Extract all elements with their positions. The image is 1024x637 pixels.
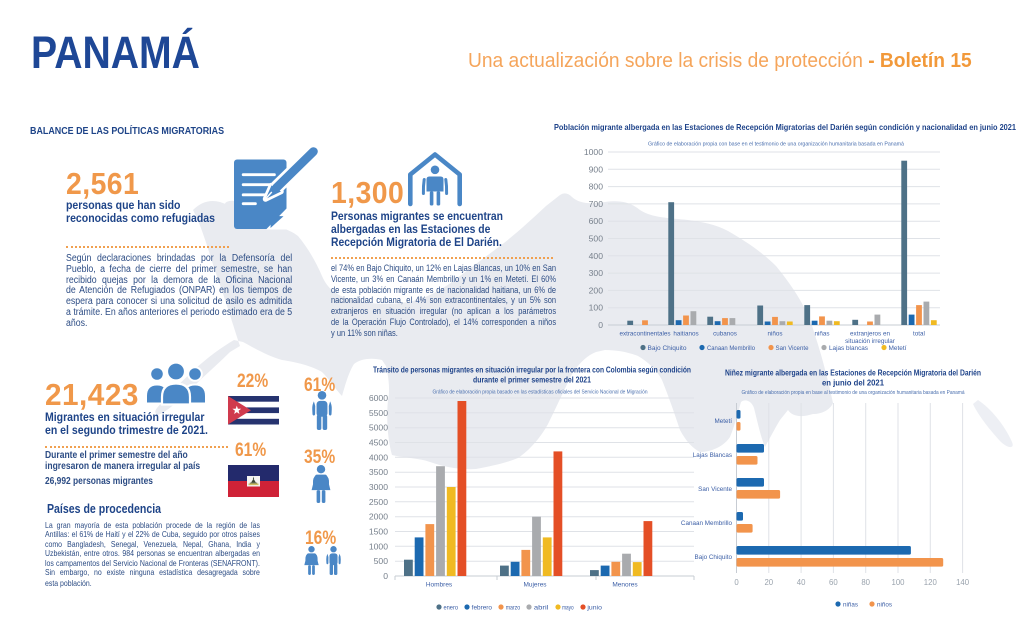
svg-text:2500: 2500	[369, 497, 388, 507]
svg-text:40: 40	[797, 578, 806, 587]
svg-text:Población migrante albergada e: Población migrante albergada en las Esta…	[554, 123, 1016, 132]
svg-text:Lajas Blancas: Lajas Blancas	[693, 452, 732, 459]
svg-text:situación irregular: situación irregular	[845, 338, 895, 345]
svg-text:200: 200	[589, 285, 604, 295]
svg-text:4000: 4000	[369, 452, 388, 462]
svg-text:6000: 6000	[369, 393, 388, 403]
svg-text:3000: 3000	[369, 482, 388, 492]
svg-text:1500: 1500	[369, 526, 388, 536]
svg-text:Mujeres: Mujeres	[523, 582, 547, 589]
svg-text:Gráfico de elaboración propia: Gráfico de elaboración propia con base e…	[648, 142, 904, 148]
svg-text:Canaan Membrillo: Canaan Membrillo	[707, 345, 755, 352]
svg-text:en junio del 2021: en junio del 2021	[822, 379, 884, 388]
svg-text:Menores: Menores	[612, 582, 638, 589]
svg-text:500: 500	[589, 234, 604, 244]
svg-text:80: 80	[861, 578, 870, 587]
svg-text:140: 140	[956, 578, 970, 587]
svg-text:900: 900	[589, 164, 604, 174]
svg-text:extracontinentales: extracontinentales	[619, 331, 670, 338]
svg-text:cubanos: cubanos	[713, 331, 737, 338]
svg-text:100: 100	[891, 578, 905, 587]
svg-text:20: 20	[764, 578, 773, 587]
svg-text:5000: 5000	[369, 423, 388, 433]
svg-text:total: total	[913, 331, 925, 338]
svg-text:Bajo Chiquito: Bajo Chiquito	[648, 345, 688, 352]
svg-text:Niñez migrante albergada en la: Niñez migrante albergada en las Estacion…	[725, 369, 981, 378]
svg-text:haitianos: haitianos	[673, 331, 698, 338]
svg-text:niñas: niñas	[814, 331, 829, 338]
svg-text:Lajas blancas: Lajas blancas	[829, 345, 868, 352]
svg-text:1000: 1000	[369, 541, 388, 551]
svg-text:niñas: niñas	[843, 602, 858, 609]
svg-text:700: 700	[589, 199, 604, 209]
svg-text:niños: niños	[877, 602, 892, 609]
svg-text:Gráfico de elaboración propia: Gráfico de elaboración propia en base al…	[742, 390, 965, 396]
svg-text:San Vicente: San Vicente	[776, 345, 809, 352]
svg-text:0: 0	[598, 320, 603, 330]
svg-text:niños: niños	[767, 331, 782, 338]
svg-text:4500: 4500	[369, 437, 388, 447]
svg-text:1000: 1000	[584, 147, 603, 157]
svg-text:abril: abril	[534, 605, 549, 612]
svg-text:Metetí: Metetí	[715, 418, 733, 425]
svg-text:San Vicente: San Vicente	[698, 486, 732, 493]
svg-text:Bajo Chiquito: Bajo Chiquito	[695, 554, 733, 561]
svg-text:Gráfico de elaboración propia: Gráfico de elaboración propia basado en …	[433, 390, 648, 396]
svg-text:3500: 3500	[369, 467, 388, 477]
svg-text:400: 400	[589, 251, 604, 261]
svg-text:800: 800	[589, 182, 604, 192]
svg-text:mayo: mayo	[562, 605, 574, 612]
svg-text:Tránsito de personas migrantes: Tránsito de personas migrantes en situac…	[373, 366, 691, 375]
svg-text:extranjeros en: extranjeros en	[850, 331, 890, 338]
svg-text:enero: enero	[444, 605, 459, 612]
svg-text:5500: 5500	[369, 408, 388, 418]
svg-text:Metetí: Metetí	[889, 345, 907, 352]
svg-text:300: 300	[589, 268, 604, 278]
svg-text:durante el primer semestre del: durante el primer semestre del 2021	[473, 376, 591, 385]
svg-text:0: 0	[734, 578, 739, 587]
svg-text:2000: 2000	[369, 512, 388, 522]
svg-text:60: 60	[829, 578, 838, 587]
svg-text:Canaan Membrillo: Canaan Membrillo	[681, 520, 733, 527]
svg-text:junio: junio	[586, 605, 602, 612]
svg-text:Hombres: Hombres	[426, 582, 453, 589]
svg-text:500: 500	[374, 556, 389, 566]
svg-text:600: 600	[589, 216, 604, 226]
svg-text:marzo: marzo	[506, 605, 521, 612]
svg-text:0: 0	[383, 571, 388, 581]
svg-text:120: 120	[924, 578, 938, 587]
svg-text:100: 100	[589, 303, 604, 313]
svg-text:febrero: febrero	[472, 605, 493, 612]
